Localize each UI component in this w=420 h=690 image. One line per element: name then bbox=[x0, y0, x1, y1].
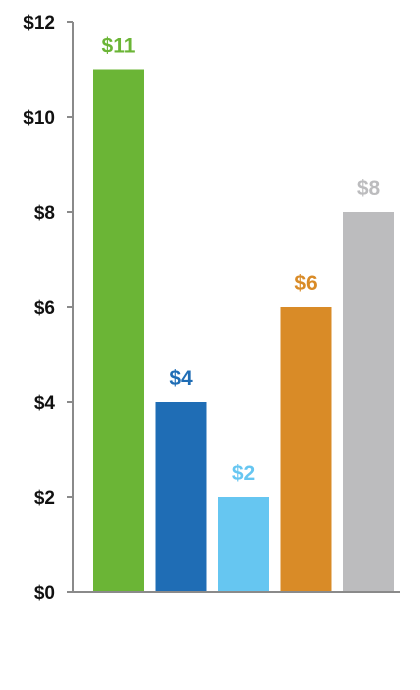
bar-value-label: $2 bbox=[232, 462, 255, 485]
y-tick-label: $4 bbox=[34, 393, 56, 414]
bar bbox=[93, 69, 144, 592]
bar bbox=[280, 307, 332, 592]
bar bbox=[343, 212, 394, 592]
y-tick-label: $6 bbox=[34, 298, 55, 319]
bar-value-label: $11 bbox=[102, 35, 136, 58]
y-tick-label: $12 bbox=[23, 13, 55, 34]
bar-value-label: $8 bbox=[357, 177, 381, 200]
bars bbox=[93, 69, 394, 592]
y-tick-label: $0 bbox=[34, 583, 55, 604]
y-tick-label: $2 bbox=[34, 488, 55, 509]
y-tick-label: $8 bbox=[34, 203, 55, 224]
bar bbox=[155, 402, 207, 592]
y-tick-label: $10 bbox=[23, 108, 55, 129]
bar-value-label: $4 bbox=[169, 367, 193, 390]
data-labels: $11 $4 $2 $6 $8 bbox=[102, 35, 381, 486]
bar-value-label: $6 bbox=[294, 272, 317, 295]
y-axis: $0 $2 $4 $6 $8 $10 $12 bbox=[23, 13, 74, 604]
bar bbox=[218, 497, 269, 592]
